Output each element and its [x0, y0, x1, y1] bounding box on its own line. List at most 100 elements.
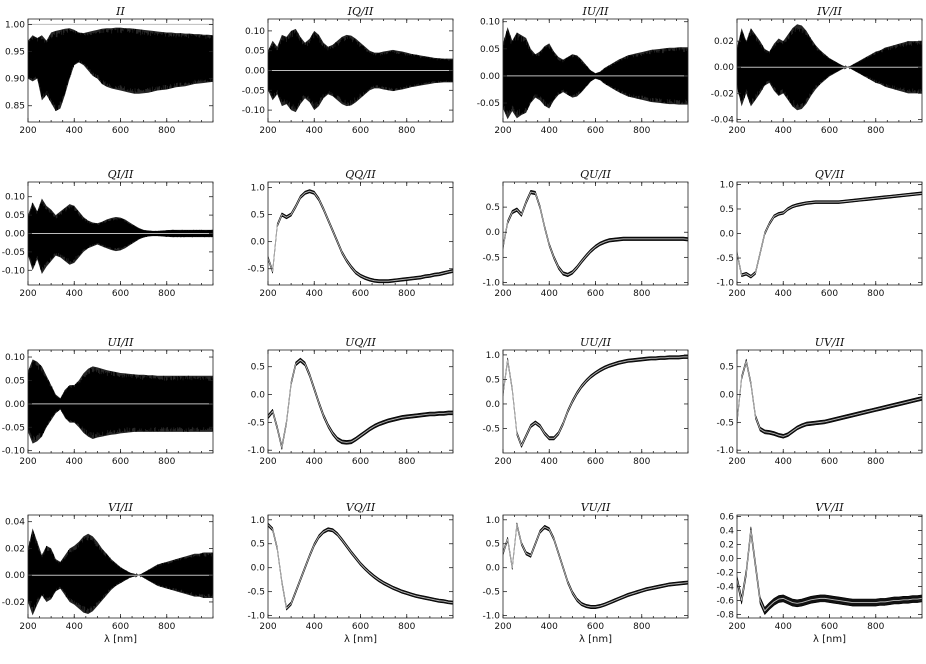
x-tick-label: 800 — [158, 457, 175, 467]
x-tick-label: 800 — [398, 289, 415, 299]
panel-title: II — [115, 5, 125, 18]
x-tick-label: 200 — [494, 622, 511, 632]
plot-area — [268, 357, 453, 450]
plot-area — [268, 189, 453, 284]
x-tick-label: 600 — [352, 457, 369, 467]
x-tick-label: 200 — [494, 289, 511, 299]
x-tick-label: 400 — [775, 126, 792, 136]
plot-area — [503, 27, 688, 120]
x-tick-label: 800 — [867, 289, 884, 299]
plot-area — [737, 24, 922, 111]
x-tick-label: 400 — [541, 289, 558, 299]
y-tick-label: -0.10 — [2, 447, 26, 457]
x-tick-label: 200 — [728, 457, 745, 467]
y-tick-label: -1.0 — [482, 278, 500, 288]
y-tick-label: -1.0 — [716, 279, 734, 289]
y-tick-label: -0.5 — [247, 588, 265, 598]
x-tick-label: 200 — [494, 457, 511, 467]
y-tick-label: 0.05 — [480, 45, 500, 55]
series-envelope — [28, 198, 213, 274]
x-tick-label: 800 — [867, 126, 884, 136]
y-tick-label: -0.5 — [482, 588, 500, 598]
panel-10: UQ/II 200 400 600 800 -1.0 -0.5 0.0 0.5 — [247, 336, 454, 467]
plot-area — [28, 359, 213, 444]
series-line — [503, 524, 688, 608]
x-axis-label: λ [nm] — [813, 634, 846, 645]
plot-area — [28, 528, 213, 616]
y-tick-label: 0.6 — [720, 512, 735, 522]
y-tick-label: -0.5 — [482, 424, 500, 434]
y-tick-label: -0.05 — [2, 248, 25, 258]
series-line — [268, 190, 453, 282]
y-tick-label: 0.00 — [245, 67, 265, 77]
panel-title: IU/II — [581, 5, 609, 18]
y-tick-label: 0.00 — [5, 400, 25, 410]
x-tick-label: 800 — [633, 126, 650, 136]
x-tick-label: 600 — [821, 622, 838, 632]
x-tick-label: 400 — [775, 457, 792, 467]
y-tick-label: 0.0 — [486, 564, 501, 574]
x-tick-label: 400 — [66, 622, 83, 632]
y-tick-label: 0.0 — [251, 391, 266, 401]
x-tick-label: 800 — [398, 457, 415, 467]
y-tick-label: 0.5 — [486, 203, 500, 213]
series-band — [503, 189, 688, 278]
series-line — [268, 359, 453, 448]
panel-14: VQ/II 200 400 600 800 -1.0 -0.5 0.0 0.5 1.0 λ [nm] — [247, 501, 454, 645]
y-tick-label: -0.04 — [711, 115, 735, 125]
plot-area — [737, 191, 922, 279]
x-tick-label: 200 — [728, 289, 745, 299]
y-tick-label: 1.00 — [5, 20, 25, 30]
y-tick-label: 0.0 — [720, 230, 735, 240]
x-tick-label: 400 — [775, 622, 792, 632]
plot-frame — [736, 349, 923, 454]
x-tick-label: 400 — [541, 622, 558, 632]
y-tick-label: 0.10 — [245, 27, 265, 37]
x-tick-label: 800 — [633, 457, 650, 467]
x-tick-label: 800 — [633, 289, 650, 299]
panel-title: VV/II — [815, 501, 844, 514]
panel-title: UI/II — [107, 336, 134, 349]
panel-title: UQ/II — [345, 336, 376, 349]
y-tick-label: 0.02 — [5, 544, 25, 554]
x-tick-label: 600 — [587, 622, 604, 632]
x-tick-label: 200 — [259, 457, 276, 467]
x-tick-label: 400 — [66, 126, 83, 136]
panel-title: IQ/II — [347, 5, 374, 18]
y-tick-label: 0.05 — [5, 211, 25, 221]
series-line — [737, 192, 922, 278]
y-tick-label: 1.0 — [251, 516, 266, 526]
panel-11: UU/II 200 400 600 800 -0.5 0.0 0.5 1.0 — [482, 336, 689, 467]
series-band — [737, 526, 922, 615]
series-band — [503, 354, 688, 448]
panel-title: VU/II — [581, 501, 611, 514]
y-tick-label: -0.4 — [716, 582, 734, 592]
panel-title: UV/II — [815, 336, 845, 349]
x-tick-label: 800 — [158, 622, 175, 632]
y-tick-label: -0.02 — [2, 598, 25, 608]
panel-13: VI/II 200 400 600 800 -0.02 0.00 0.02 0.04 λ [nm] — [2, 501, 214, 645]
panel-title: VQ/II — [346, 501, 376, 514]
y-tick-label: 1.0 — [720, 180, 735, 190]
y-tick-label: 0.10 — [480, 18, 500, 28]
x-tick-label: 200 — [19, 622, 36, 632]
panel-4: IV/II 200 400 600 800 -0.04 -0.02 0.00 0.02 — [711, 5, 923, 136]
panel-title: VI/II — [108, 501, 133, 514]
y-tick-label: 0.0 — [486, 400, 501, 410]
x-tick-label: 400 — [306, 622, 323, 632]
x-axis-label: λ [nm] — [579, 634, 612, 645]
plot-area — [503, 354, 688, 448]
x-tick-label: 600 — [587, 289, 604, 299]
y-tick-label: -1.0 — [247, 612, 265, 622]
x-tick-label: 200 — [259, 126, 276, 136]
series-band — [737, 358, 922, 439]
y-tick-label: 0.0 — [720, 391, 735, 401]
panel-9: UI/II 200 400 600 800 -0.10 -0.05 0.00 0.05 0.10 — [2, 336, 214, 467]
y-tick-label: 0.5 — [720, 205, 734, 215]
y-tick-label: 0.05 — [5, 376, 25, 386]
series-band — [737, 191, 922, 279]
plot-frame — [502, 349, 689, 454]
y-tick-label: 0.0 — [251, 564, 266, 574]
y-tick-label: -0.05 — [242, 86, 265, 96]
panel-16: VV/II 200 400 600 800 -0.8 -0.6 -0.4 -0.2 0.0 0.2 0… — [716, 501, 923, 645]
